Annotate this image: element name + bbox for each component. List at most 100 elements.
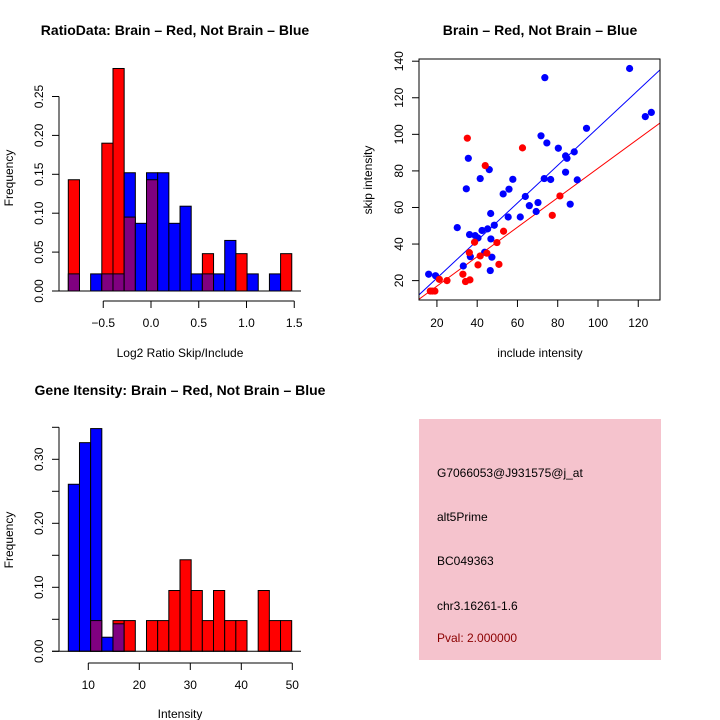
location: chr3.16261-1.6 xyxy=(437,599,518,613)
regression-line xyxy=(419,69,660,296)
info-panel: G7066053@J931575@j_at alt5Prime BC049363… xyxy=(419,419,661,660)
histogram-bar xyxy=(168,222,181,292)
x-tick-label: 60 xyxy=(511,316,525,330)
x-tick-label: 20 xyxy=(430,316,444,330)
data-point xyxy=(464,154,472,162)
y-tick-label: 100 xyxy=(392,124,406,144)
x-tick-label: 1.0 xyxy=(238,316,255,330)
histogram-bar xyxy=(90,428,103,652)
y-tick-label: 60 xyxy=(392,200,406,214)
data-point xyxy=(570,148,578,156)
data-point xyxy=(443,277,451,285)
data-point xyxy=(541,74,549,82)
data-point xyxy=(476,252,484,260)
x-tick-label: 0.5 xyxy=(190,316,207,330)
histogram-bar xyxy=(246,273,259,292)
info-panel-background xyxy=(419,419,661,660)
x-tick-label: 1.5 xyxy=(286,316,303,330)
data-point xyxy=(573,176,581,184)
histogram-bar xyxy=(235,620,248,652)
data-point xyxy=(534,198,542,207)
overlap-bar xyxy=(201,273,215,292)
histogram-bar xyxy=(224,620,237,652)
histogram-bar xyxy=(257,590,270,652)
data-point xyxy=(453,223,461,232)
data-point xyxy=(561,168,570,176)
data-point xyxy=(487,235,495,243)
x-tick-label: 0.0 xyxy=(143,316,160,330)
histogram-bar xyxy=(224,239,237,292)
plot-box xyxy=(418,58,661,301)
histogram-bar xyxy=(134,222,148,292)
histogram-bar xyxy=(190,273,203,292)
y-tick-label: 20 xyxy=(392,274,406,288)
y-axis-label: skip intensity xyxy=(361,146,375,215)
y-tick-label: 140 xyxy=(392,51,406,71)
histogram-bar xyxy=(157,172,170,292)
y-tick-label: 0.00 xyxy=(32,639,46,663)
overlap-bar xyxy=(112,273,125,292)
data-point xyxy=(470,238,479,246)
x-tick-label: 10 xyxy=(82,678,96,692)
histogram-bar xyxy=(78,442,92,652)
overlap-bar xyxy=(112,623,125,652)
gene-intensity-histogram: 0.00 0.10 0.20 0.30 10 20 30 40 50 Gene Itensity:… xyxy=(2,382,326,720)
data-point xyxy=(505,185,513,193)
histogram-bar xyxy=(157,620,170,652)
histogram-bar xyxy=(268,620,282,652)
overlap-bar xyxy=(146,179,159,292)
x-tick-label: 40 xyxy=(471,316,485,330)
data-point xyxy=(465,230,474,239)
y-tick-label: 40 xyxy=(392,237,406,251)
x-tick-label: 120 xyxy=(628,316,648,330)
histogram-bar xyxy=(179,205,192,292)
histogram-bar xyxy=(67,483,80,652)
histogram-bar xyxy=(280,620,293,652)
data-point xyxy=(459,270,467,278)
data-point xyxy=(486,266,494,275)
y-axis-label: Frequency xyxy=(2,150,16,207)
data-point xyxy=(478,226,486,235)
data-point xyxy=(493,238,501,247)
histogram-bar xyxy=(101,142,114,292)
histogram-bar xyxy=(213,590,226,652)
probe-id: G7066053@J931575@j_at xyxy=(437,466,583,480)
y-tick-label: 0.10 xyxy=(32,201,46,225)
accession: BC049363 xyxy=(437,554,494,568)
data-point xyxy=(647,108,655,116)
x-tick-label: −0.5 xyxy=(91,316,115,330)
data-point xyxy=(566,200,574,208)
y-tick-label: 0.15 xyxy=(32,162,46,186)
histogram-bar xyxy=(145,620,159,652)
histogram-bar xyxy=(235,253,248,292)
y-tick-label: 0.25 xyxy=(32,84,46,108)
histogram-bar xyxy=(112,67,125,292)
y-tick-label: 0.20 xyxy=(32,511,46,535)
histogram-bar xyxy=(123,620,136,652)
data-point xyxy=(476,174,484,183)
data-point xyxy=(495,260,503,268)
x-tick-label: 80 xyxy=(551,316,565,330)
data-point xyxy=(459,262,467,270)
intensity-scatter: 20 40 60 80 100 120 20 40 60 80 100 120 140 Brain – R… xyxy=(361,22,661,360)
data-point xyxy=(466,276,474,284)
y-tick-label: 80 xyxy=(392,164,406,178)
data-point xyxy=(481,162,489,170)
data-point xyxy=(431,287,439,295)
data-point xyxy=(641,112,649,121)
data-point xyxy=(537,132,545,140)
data-point xyxy=(540,174,548,183)
data-point xyxy=(463,134,471,142)
x-tick-label: 20 xyxy=(133,678,147,692)
x-tick-label: 40 xyxy=(235,678,249,692)
y-tick-label: 0.05 xyxy=(32,240,46,264)
data-point xyxy=(499,227,508,235)
data-point xyxy=(488,253,496,261)
data-point xyxy=(490,221,498,229)
histogram-bar xyxy=(90,273,103,292)
ratio-histogram: 0.00 0.05 0.10 0.15 0.20 0.25 −0.5 0.0 0.5 1.0 1.5… xyxy=(2,22,309,360)
histogram-bar xyxy=(280,253,293,292)
data-point xyxy=(484,225,492,233)
histogram-bar xyxy=(168,590,181,652)
